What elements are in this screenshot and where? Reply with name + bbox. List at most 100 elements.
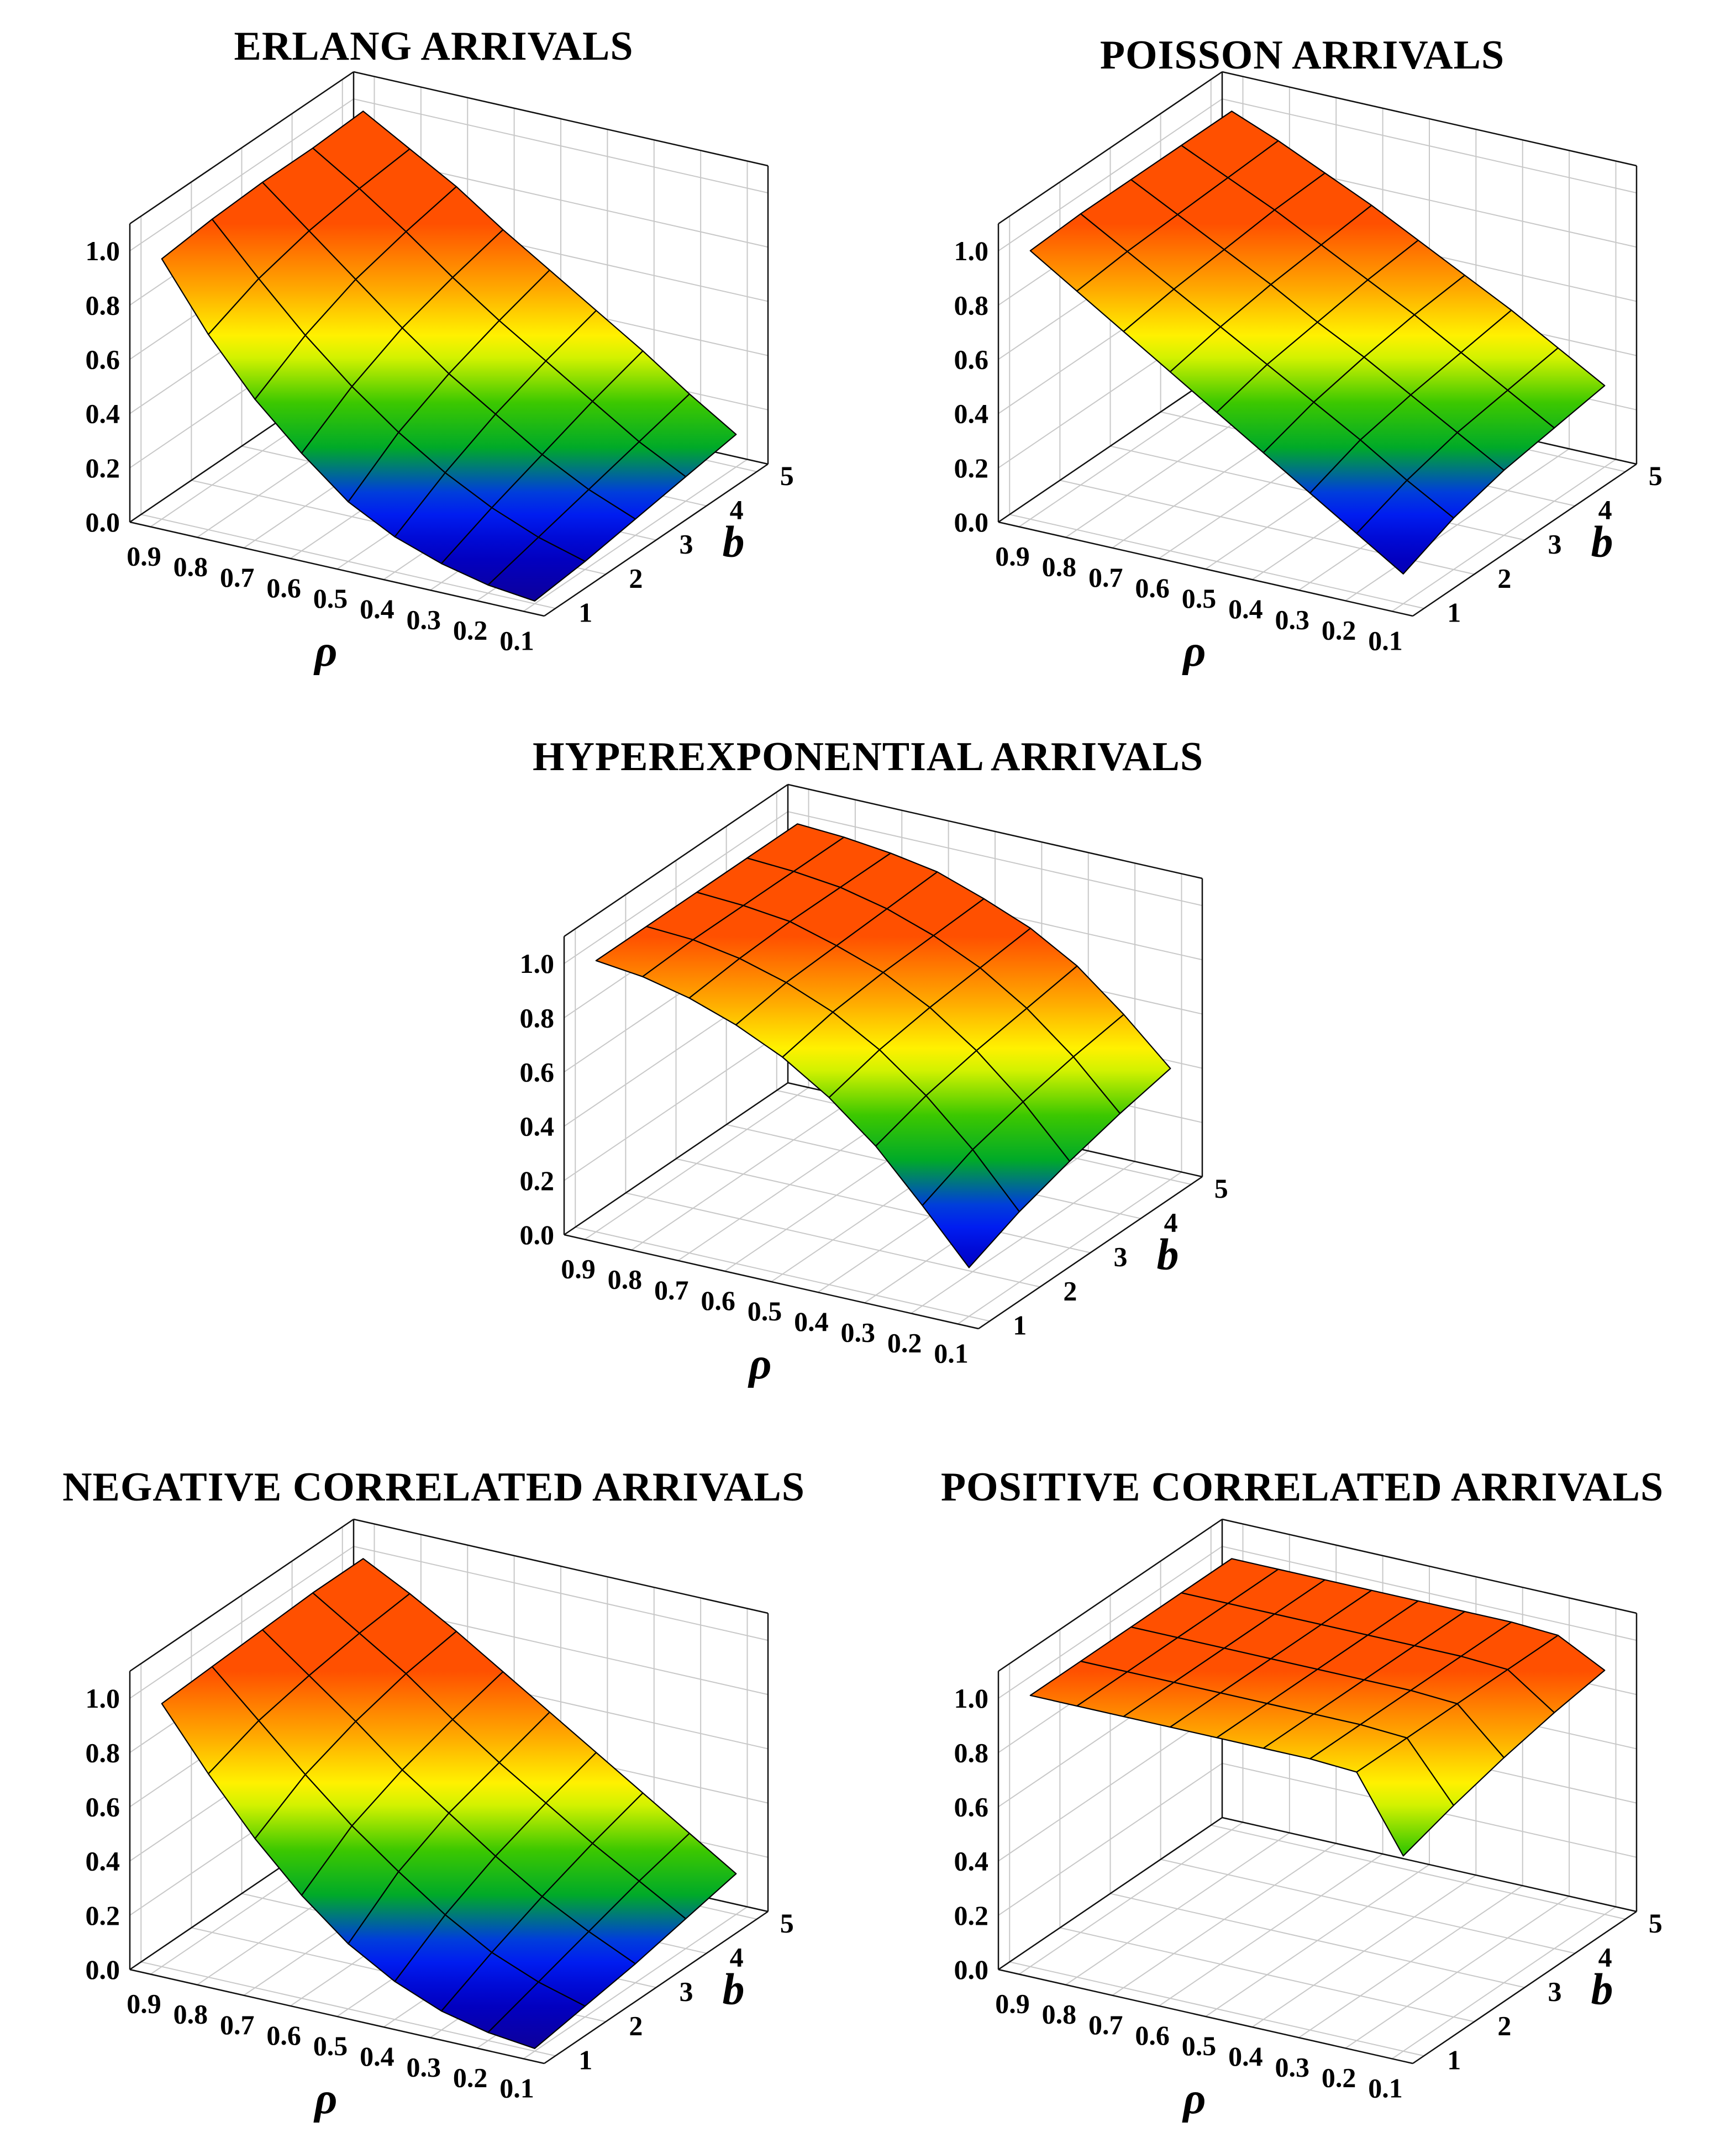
x-tick-label: 0.1: [1368, 625, 1403, 656]
axis-box-edge: [129, 1518, 354, 1672]
floor-gridline: [1110, 1893, 1525, 1988]
chart-title: POISSON ARRIVALS: [1100, 33, 1505, 78]
y-tick-label: 5: [780, 1908, 794, 1939]
z-tick-label: 0.8: [86, 289, 120, 320]
wall-gridline: [1222, 98, 1637, 194]
z-tick-label: 0.0: [86, 507, 120, 538]
x-tick-label: 0.5: [1182, 2030, 1217, 2061]
y-tick-label: 2: [629, 2010, 643, 2041]
surface-cell: [1356, 1737, 1455, 1857]
surface-cell: [487, 1981, 586, 2049]
x-tick-label: 0.4: [794, 1306, 829, 1337]
y-tick-label: 4: [1598, 494, 1612, 525]
z-tick-label: 0.8: [954, 289, 989, 320]
floor-gridline: [141, 1961, 556, 2057]
axis-box-edge: [129, 1968, 545, 2065]
floor-gridline: [141, 514, 556, 609]
x-tick-label: 0.9: [127, 1988, 161, 2019]
x-tick-label: 0.6: [1135, 572, 1170, 603]
z-tick-label: 0.6: [954, 1791, 989, 1822]
surface-plot: 0.0 0.2 0.4 0.6 0.8 1.0 0.9 0.8 0.7 0.6 0.5 0.4 0.3 0…: [954, 71, 1663, 676]
axis-box-edge: [998, 369, 1223, 523]
wall-gridline: [1222, 1546, 1637, 1641]
y-axis-label: b: [1591, 518, 1613, 567]
wall-gridline: [129, 98, 354, 251]
wall-gridline: [998, 1546, 1223, 1699]
y-axis-label: b: [1157, 1231, 1179, 1280]
surface-plot: 0.0 0.2 0.4 0.6 0.8 1.0 0.9 0.8 0.7 0.6 0.5 0.4 0.3 0…: [520, 783, 1228, 1388]
surface-cell: [922, 1149, 1020, 1268]
x-axis-label: ρ: [313, 2074, 337, 2123]
y-tick-label: 3: [1114, 1241, 1128, 1272]
axis-box-edge: [1222, 1816, 1637, 1913]
x-tick-label: 0.1: [499, 2073, 534, 2104]
z-tick-label: 0.4: [86, 1846, 120, 1877]
y-tick-label: 4: [730, 494, 744, 525]
x-tick-label: 0.7: [654, 1275, 689, 1305]
y-axis-label: b: [1591, 1966, 1613, 2014]
z-tick-label: 1.0: [86, 235, 120, 266]
x-tick-label: 0.6: [701, 1285, 735, 1316]
x-axis-label: ρ: [1182, 2074, 1206, 2123]
x-tick-label: 0.6: [266, 2020, 301, 2051]
axis-box-edge: [998, 1968, 1413, 2065]
floor-gridline: [1211, 1824, 1625, 1920]
z-tick-label: 0.0: [520, 1219, 555, 1250]
axis-box-edge: [1222, 1518, 1637, 1614]
y-tick-label: 2: [1497, 2010, 1511, 2041]
x-tick-label: 0.5: [1182, 583, 1217, 614]
z-tick-label: 0.6: [520, 1056, 555, 1087]
y-tick-label: 2: [629, 562, 643, 593]
wall-gridline: [353, 98, 769, 194]
x-tick-label: 0.5: [748, 1296, 782, 1326]
axis-box-edge: [978, 1176, 1203, 1330]
floor-gridline: [1060, 1927, 1475, 2023]
z-tick-label: 0.2: [954, 1900, 989, 1931]
y-tick-label: 4: [1164, 1207, 1178, 1238]
z-tick-label: 0.2: [520, 1165, 555, 1196]
z-tick-label: 0.4: [520, 1111, 555, 1142]
z-tick-label: 1.0: [954, 235, 989, 266]
tick-labels: 0.0 0.2 0.4 0.6 0.8 1.0 0.9 0.8 0.7 0.6 0.5 0.4 0.3 0…: [954, 1683, 1663, 2123]
y-axis-label: b: [723, 1966, 745, 2014]
y-tick-label: 3: [1548, 1976, 1562, 2007]
surface-cell: [487, 536, 586, 602]
x-tick-label: 0.3: [1275, 604, 1310, 635]
x-tick-label: 0.2: [453, 614, 488, 645]
y-tick-label: 1: [578, 597, 592, 628]
x-tick-label: 0.3: [407, 2051, 441, 2082]
axis-box-edge: [998, 71, 1223, 225]
axis-box-edge: [544, 1910, 769, 2065]
x-tick-label: 0.8: [1042, 551, 1077, 582]
x-axis-label: ρ: [1182, 627, 1206, 676]
axis-box-grid: [997, 1518, 1638, 2065]
x-tick-label: 0.6: [1135, 2020, 1170, 2051]
x-tick-label: 0.9: [995, 1988, 1030, 2019]
x-tick-label: 0.2: [453, 2062, 488, 2093]
y-tick-label: 4: [730, 1942, 744, 1973]
axis-box-edge: [353, 1518, 769, 1614]
axis-box-edge: [353, 71, 769, 167]
x-tick-label: 0.8: [173, 551, 208, 582]
x-tick-label: 0.8: [1042, 1999, 1077, 2030]
y-tick-label: 1: [1013, 1309, 1027, 1340]
x-tick-label: 0.5: [313, 2030, 348, 2061]
z-tick-label: 0.4: [954, 398, 989, 429]
y-tick-label: 3: [1548, 529, 1562, 560]
y-tick-label: 4: [1598, 1942, 1612, 1973]
z-tick-label: 0.2: [86, 452, 120, 483]
x-tick-label: 0.8: [608, 1264, 643, 1295]
surface: [1029, 1558, 1606, 1857]
axis-box-edge: [564, 783, 788, 938]
z-tick-label: 0.8: [954, 1737, 989, 1768]
surface: [1029, 110, 1606, 575]
surface-plot: 0.0 0.2 0.4 0.6 0.8 1.0 0.9 0.8 0.7 0.6 0.5 0.4 0.3 0…: [86, 1518, 794, 2123]
z-tick-label: 0.6: [86, 1791, 120, 1822]
x-tick-label: 0.3: [1275, 2051, 1310, 2082]
y-tick-label: 1: [578, 2044, 592, 2075]
z-tick-label: 1.0: [86, 1683, 120, 1714]
y-tick-label: 5: [1214, 1173, 1228, 1204]
axis-box-edge: [564, 1234, 979, 1330]
x-tick-label: 0.4: [360, 2041, 394, 2072]
floor-gridline: [1009, 1961, 1424, 2057]
